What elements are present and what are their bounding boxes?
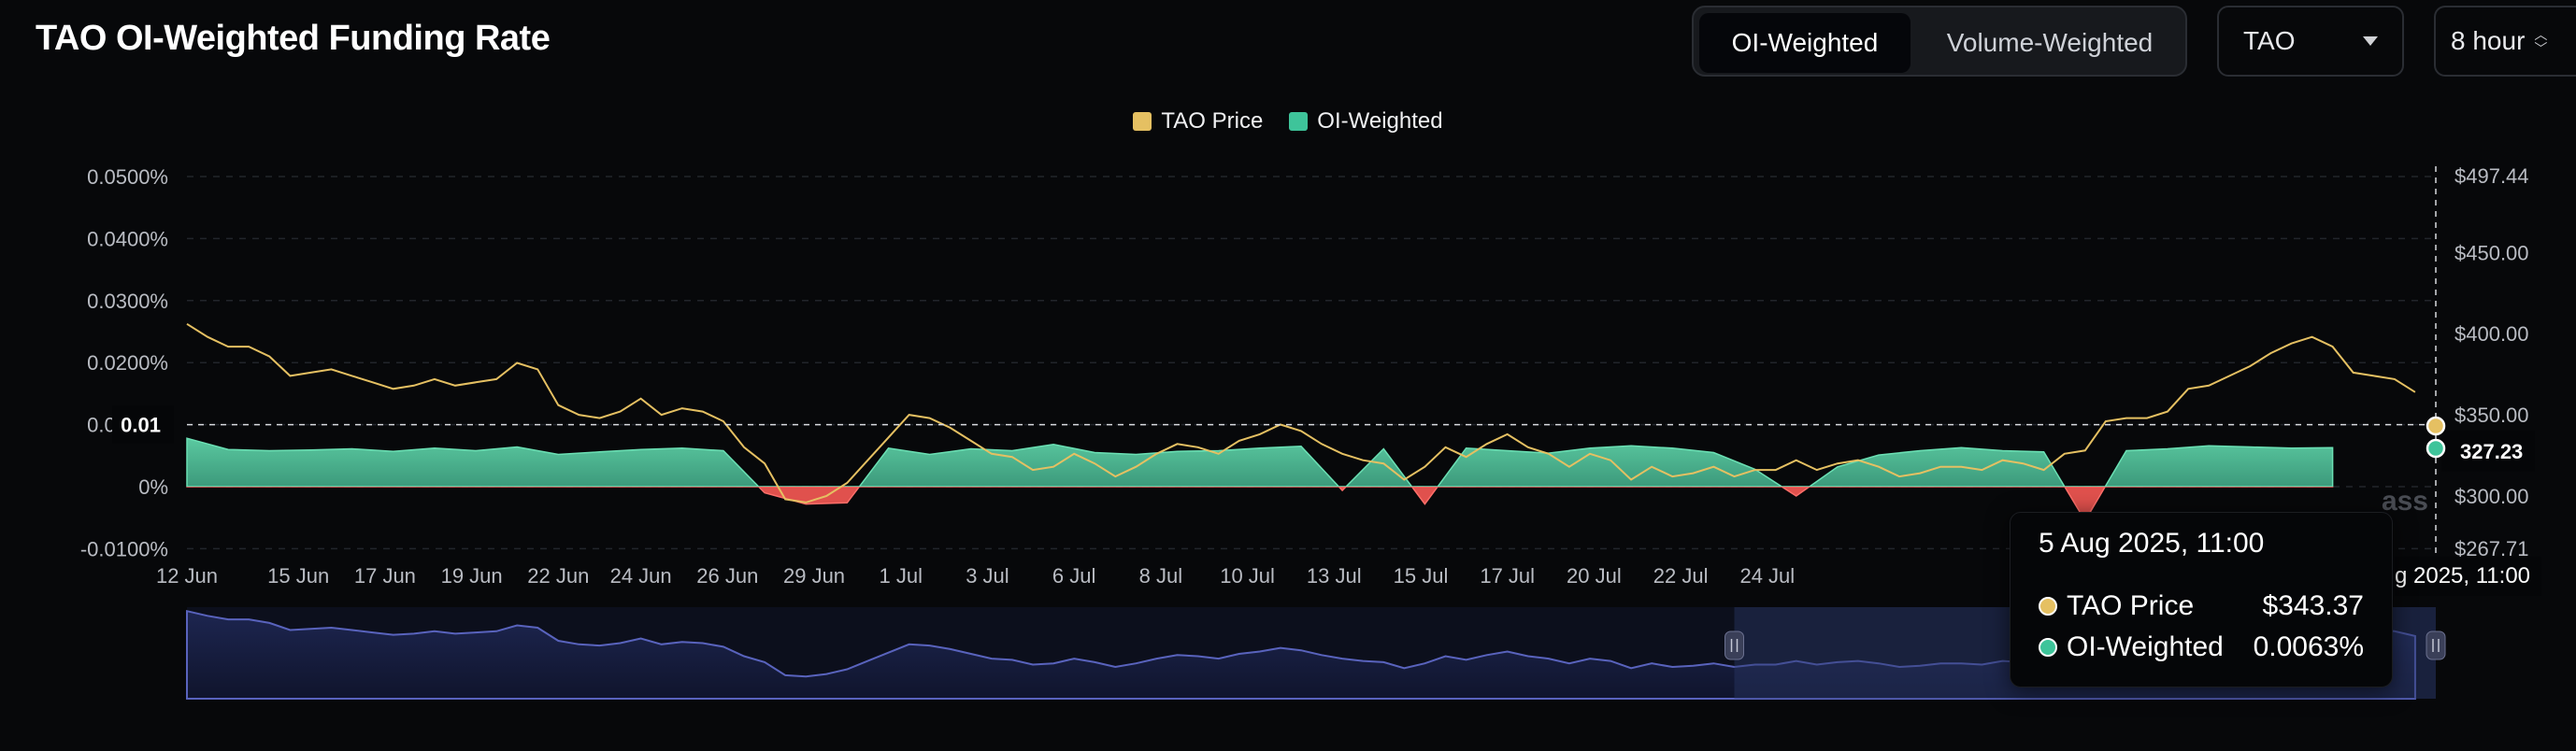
tooltip-row-price: TAO Price $343.37 xyxy=(2039,586,2364,627)
funding-area-positive xyxy=(186,437,2334,487)
crosshair-x-label: g 2025, 11:00 xyxy=(2395,557,2542,596)
y-left-tick-label: 0.0200% xyxy=(87,351,168,375)
interval-select[interactable]: 8 hour ︿ ﹀ xyxy=(2434,6,2576,77)
caret-down-icon xyxy=(2363,36,2378,46)
legend-item-price[interactable]: TAO Price xyxy=(1133,108,1263,135)
price-swatch-icon xyxy=(1133,112,1152,131)
price-series-line xyxy=(186,322,2416,503)
oi-weighted-button[interactable]: OI-Weighted xyxy=(1699,13,1911,73)
funding-area-negative xyxy=(186,487,2334,522)
x-tick-label: 15 Jul xyxy=(1394,564,1449,588)
drag-handle-icon xyxy=(1724,631,1745,660)
price-marker-dot xyxy=(2426,416,2446,436)
interval-select-value: 8 hour xyxy=(2451,26,2526,55)
drag-handle-icon xyxy=(2426,631,2446,660)
chart-legend: TAO Price OI-Weighted xyxy=(0,108,2576,135)
y-left-tick-label: 0.0400% xyxy=(87,227,168,250)
x-tick-label: 6 Jul xyxy=(1052,564,1095,588)
watermark-logo: ass xyxy=(2382,486,2428,517)
funding-marker-dot xyxy=(2426,438,2446,459)
x-tick-label: 22 Jun xyxy=(527,564,589,588)
y-right-tick-label: $400.00 xyxy=(2454,322,2529,346)
oi-dot-icon xyxy=(2039,638,2057,657)
weighting-toggle: OI-Weighted Volume-Weighted xyxy=(1692,6,2187,77)
y-right-tick-label: $300.00 xyxy=(2454,485,2529,508)
crosshair: 0.01 327.23 ass xyxy=(112,166,2535,560)
oi-swatch-icon xyxy=(1289,112,1309,131)
x-tick-label: 22 Jul xyxy=(1653,564,1709,588)
tooltip-price-label: TAO Price xyxy=(2067,590,2195,621)
tooltip-row-oi: OI-Weighted 0.0063% xyxy=(2039,627,2364,668)
y-axis-left: 0.0500%0.0400%0.0300%0.0200%0.0100%0%-0.… xyxy=(80,165,168,560)
symbol-select-value: TAO xyxy=(2243,26,2296,55)
legend-item-oi[interactable]: OI-Weighted xyxy=(1289,108,1443,135)
x-tick-label: 29 Jun xyxy=(783,564,845,588)
x-tick-label: 17 Jul xyxy=(1480,564,1535,588)
funding-area xyxy=(186,437,2334,522)
y-left-tick-label: 0% xyxy=(138,475,168,499)
crosshair-price-label: 327.23 xyxy=(2460,440,2523,463)
y-right-tick-label: $497.44 xyxy=(2454,164,2529,188)
x-tick-label: 12 Jun xyxy=(156,564,218,588)
x-axis: 12 Jun 15 Jun 17 Jun 19 Jun 22 Jun 24 Jun 26 J… xyxy=(156,564,1795,588)
x-tick-label: 26 Jun xyxy=(696,564,758,588)
tooltip-price-value: $343.37 xyxy=(2262,590,2364,621)
x-tick-label: 24 Jun xyxy=(610,564,672,588)
chart-tooltip: 5 Aug 2025, 11:00 TAO Price $343.37 OI-W… xyxy=(2010,512,2393,687)
volume-weighted-button[interactable]: Volume-Weighted xyxy=(1946,28,2154,57)
legend-label-oi: OI-Weighted xyxy=(1317,108,1443,134)
x-tick-label: 20 Jul xyxy=(1567,564,1622,588)
legend-label-price: TAO Price xyxy=(1161,108,1264,134)
price-dot-icon xyxy=(2039,597,2057,616)
x-tick-label: 19 Jun xyxy=(441,564,503,588)
y-left-tick-label: -0.0100% xyxy=(80,537,168,560)
crosshair-price-label-box xyxy=(2441,431,2535,472)
page-title: TAO OI-Weighted Funding Rate xyxy=(36,19,551,58)
x-tick-label: 1 Jul xyxy=(879,564,922,588)
y-left-tick-label: 0.0500% xyxy=(87,165,168,189)
symbol-select[interactable]: TAO xyxy=(2217,6,2404,77)
crosshair-y-label: 0.01 xyxy=(121,414,161,437)
y-axis-right: $497.44 $450.00 $400.00 $350.00 $300.00 $267.… xyxy=(2454,164,2529,560)
y-right-tick-label: $350.00 xyxy=(2454,404,2529,427)
crosshair-y-label-box xyxy=(112,405,174,444)
y-left-tick-label: 0.0300% xyxy=(87,290,168,313)
x-tick-label: 13 Jul xyxy=(1307,564,1362,588)
x-tick-label: 8 Jul xyxy=(1139,564,1182,588)
x-tick-label: 3 Jul xyxy=(966,564,1009,588)
up-down-chevron-icon: ︿ ﹀ xyxy=(2534,26,2548,56)
x-tick-label: 17 Jun xyxy=(354,564,416,588)
tooltip-oi-label: OI-Weighted xyxy=(2067,631,2224,662)
tooltip-oi-value: 0.0063% xyxy=(2253,631,2364,662)
x-tick-label: 24 Jul xyxy=(1739,564,1795,588)
y-right-tick-label: $267.71 xyxy=(2454,537,2529,560)
price-line xyxy=(186,322,2416,503)
x-tick-label: 15 Jun xyxy=(267,564,329,588)
tooltip-date: 5 Aug 2025, 11:00 xyxy=(2039,528,2265,559)
x-tick-label: 10 Jul xyxy=(1220,564,1275,588)
y-right-tick-label: $450.00 xyxy=(2454,241,2529,264)
